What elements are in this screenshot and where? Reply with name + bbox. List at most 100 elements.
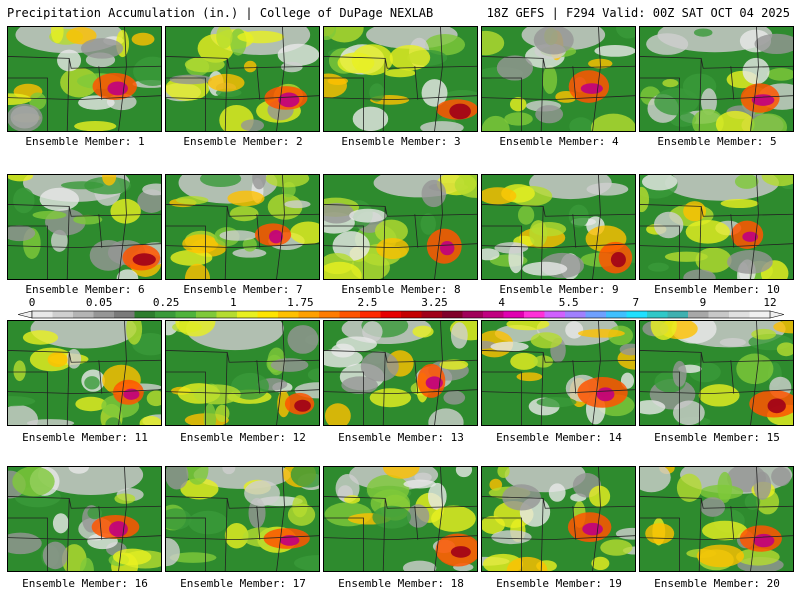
ensemble-member-map bbox=[481, 320, 636, 426]
precip-field bbox=[324, 175, 477, 279]
ensemble-member-label: Ensemble Member: 19 bbox=[496, 577, 622, 590]
ensemble-member-map bbox=[323, 466, 478, 572]
colorbar-min-arrow bbox=[18, 310, 33, 319]
colorbar-swatch bbox=[462, 311, 484, 318]
colorbar-swatch bbox=[155, 311, 176, 318]
ensemble-member-map bbox=[323, 174, 478, 280]
ensemble-member-map bbox=[323, 26, 478, 132]
precip-field bbox=[482, 175, 635, 279]
ensemble-member-label: Ensemble Member: 8 bbox=[341, 283, 461, 296]
ensemble-member-label: Ensemble Member: 1 bbox=[25, 135, 145, 148]
ensemble-member-map bbox=[639, 26, 794, 132]
colorbar-swatch bbox=[688, 311, 709, 318]
colorbar-tick-label: 1 bbox=[230, 296, 237, 309]
colorbar-swatch bbox=[585, 311, 607, 318]
colorbar-swatch bbox=[565, 311, 586, 318]
precip-field bbox=[482, 467, 635, 571]
colorbar-swatch bbox=[421, 311, 443, 318]
ensemble-member-map bbox=[639, 466, 794, 572]
ensemble-member-map bbox=[165, 26, 320, 132]
colorbar-swatch bbox=[175, 311, 197, 318]
precip-field bbox=[8, 321, 161, 425]
colorbar-tick-label: 0.25 bbox=[153, 296, 180, 309]
ensemble-member-map bbox=[7, 320, 162, 426]
ensemble-member-map bbox=[639, 174, 794, 280]
colorbar-swatch bbox=[667, 311, 689, 318]
colorbar-swatch bbox=[442, 311, 463, 318]
chart-title: Precipitation Accumulation (in.) | Colle… bbox=[7, 6, 434, 20]
colorbar-tick-label: 3.25 bbox=[421, 296, 448, 309]
precip-field bbox=[640, 175, 793, 279]
colorbar-swatch bbox=[319, 311, 340, 318]
precip-field bbox=[324, 467, 477, 571]
ensemble-member-label: Ensemble Member: 12 bbox=[180, 431, 306, 444]
ensemble-member-label: Ensemble Member: 4 bbox=[499, 135, 619, 148]
colorbar-swatch bbox=[237, 311, 258, 318]
ensemble-member-map bbox=[481, 466, 636, 572]
colorbar-swatch bbox=[360, 311, 381, 318]
colorbar-max-arrow bbox=[769, 310, 784, 319]
colorbar-tick-label: 5.5 bbox=[559, 296, 579, 309]
ensemble-member-label: Ensemble Member: 16 bbox=[22, 577, 148, 590]
precip-field bbox=[8, 175, 161, 279]
colorbar-swatch bbox=[339, 311, 361, 318]
colorbar-swatch bbox=[32, 311, 53, 318]
precip-field bbox=[8, 27, 161, 131]
ensemble-member-label: Ensemble Member: 18 bbox=[338, 577, 464, 590]
ensemble-member-label: Ensemble Member: 13 bbox=[338, 431, 464, 444]
colorbar-tick-label: 0 bbox=[29, 296, 36, 309]
precip-field bbox=[482, 321, 635, 425]
ensemble-member-label: Ensemble Member: 11 bbox=[22, 431, 148, 444]
precip-field bbox=[166, 321, 319, 425]
colorbar-swatch bbox=[626, 311, 648, 318]
colorbar-swatch bbox=[606, 311, 627, 318]
ensemble-member-map bbox=[639, 320, 794, 426]
colorbar-swatch bbox=[544, 311, 566, 318]
ensemble-member-map bbox=[7, 26, 162, 132]
ensemble-member-map bbox=[481, 26, 636, 132]
colorbar-tick-label: 0.05 bbox=[86, 296, 113, 309]
precip-colorbar: 0 0.05 0.25 1 1.75 2.5 3.25 4 5.5 7 9 12 bbox=[18, 296, 784, 319]
colorbar-swatch bbox=[257, 311, 279, 318]
colorbar-swatch bbox=[483, 311, 504, 318]
colorbar-swatch bbox=[52, 311, 74, 318]
colorbar-swatch bbox=[216, 311, 238, 318]
ensemble-member-label: Ensemble Member: 10 bbox=[654, 283, 780, 296]
ensemble-member-label: Ensemble Member: 14 bbox=[496, 431, 622, 444]
precip-field bbox=[640, 27, 793, 131]
precip-field bbox=[166, 27, 319, 131]
colorbar-swatch bbox=[134, 311, 156, 318]
colorbar-swatch bbox=[503, 311, 525, 318]
colorbar-swatch bbox=[93, 311, 115, 318]
colorbar-swatch bbox=[114, 311, 135, 318]
colorbar-swatch bbox=[729, 311, 750, 318]
colorbar-swatch bbox=[708, 311, 730, 318]
colorbar-tick-label: 4 bbox=[498, 296, 505, 309]
ensemble-member-label: Ensemble Member: 15 bbox=[654, 431, 780, 444]
colorbar-swatch bbox=[647, 311, 668, 318]
ensemble-member-label: Ensemble Member: 6 bbox=[25, 283, 145, 296]
colorbar-swatch bbox=[380, 311, 402, 318]
colorbar-swatch bbox=[524, 311, 545, 318]
precip-field bbox=[324, 27, 477, 131]
colorbar-swatch bbox=[749, 311, 771, 318]
ensemble-member-map bbox=[165, 320, 320, 426]
colorbar-swatch bbox=[401, 311, 422, 318]
colorbar-tick-label: 1.75 bbox=[287, 296, 314, 309]
colorbar-swatch bbox=[73, 311, 94, 318]
ensemble-member-label: Ensemble Member: 20 bbox=[654, 577, 780, 590]
precip-field bbox=[324, 321, 477, 425]
precip-field bbox=[8, 467, 161, 571]
precip-field bbox=[640, 321, 793, 425]
ensemble-member-label: Ensemble Member: 9 bbox=[499, 283, 619, 296]
precip-field bbox=[482, 27, 635, 131]
ensemble-member-map bbox=[165, 466, 320, 572]
precip-field bbox=[640, 467, 793, 571]
precip-field bbox=[166, 467, 319, 571]
colorbar-swatch bbox=[278, 311, 299, 318]
ensemble-member-label: Ensemble Member: 17 bbox=[180, 577, 306, 590]
colorbar-tick-label: 12 bbox=[763, 296, 776, 309]
colorbar-tick-label: 9 bbox=[700, 296, 707, 309]
ensemble-member-label: Ensemble Member: 5 bbox=[657, 135, 777, 148]
ensemble-member-map bbox=[323, 320, 478, 426]
